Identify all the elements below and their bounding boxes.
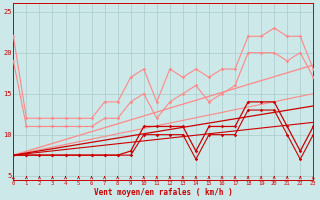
X-axis label: Vent moyen/en rafales ( km/h ): Vent moyen/en rafales ( km/h ) <box>94 188 233 197</box>
